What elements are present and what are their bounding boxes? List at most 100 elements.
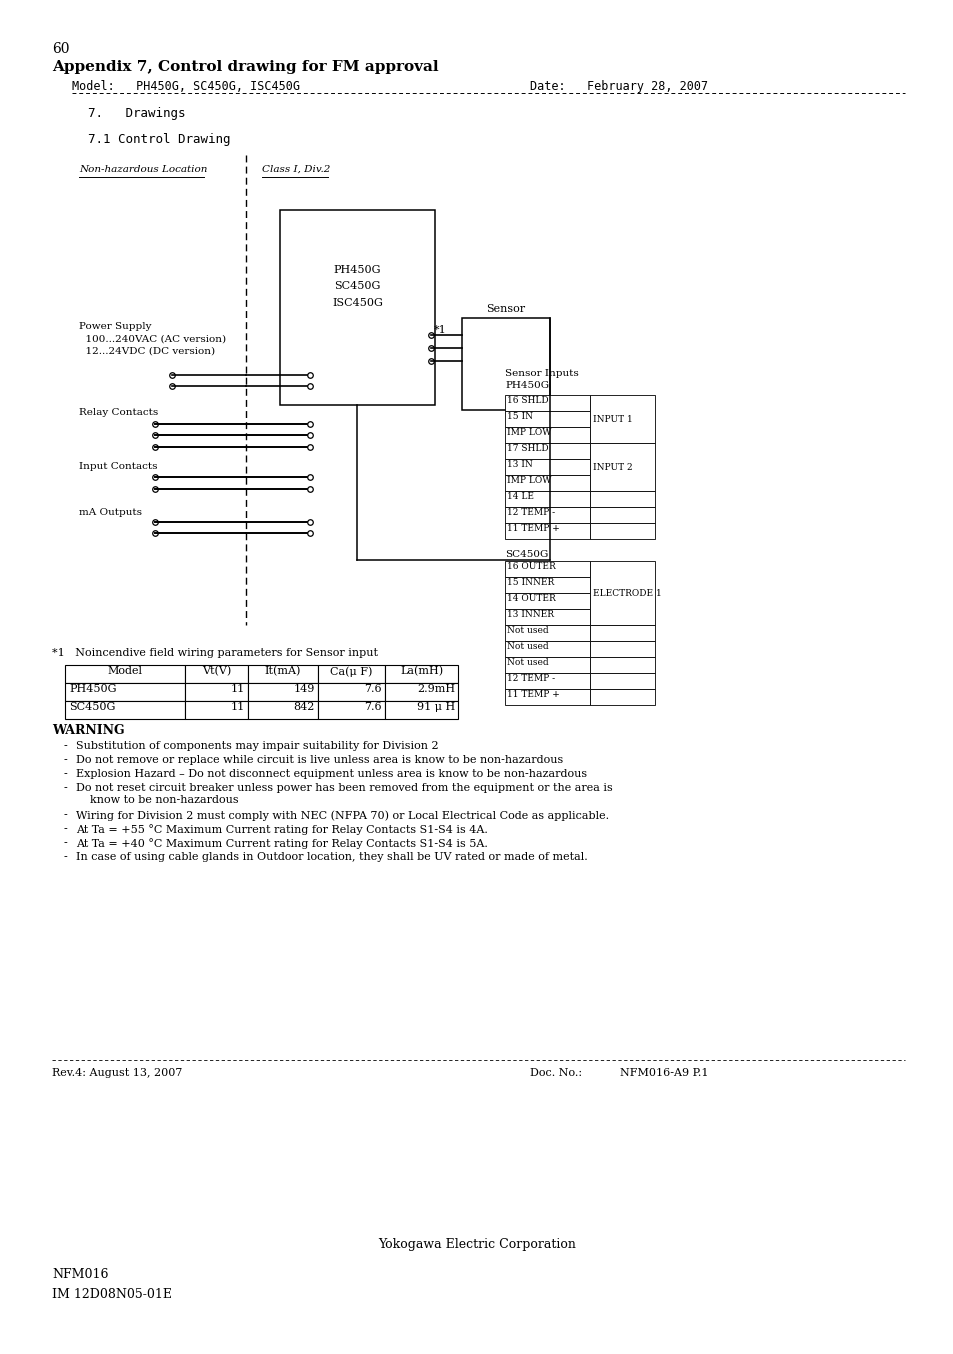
Bar [65,665,185,682]
Text: IM 12D08N05-01E: IM 12D08N05-01E [52,1288,172,1301]
Text: -: - [64,769,68,779]
Text: -: - [64,783,68,793]
Text: IMP LOW: IMP LOW [506,477,551,485]
Bar [504,561,589,577]
Text: *1   Noincendive field wiring parameters for Sensor input: *1 Noincendive field wiring parameters f… [52,649,377,658]
Text: Non-hazardous Location: Non-hazardous Location [79,165,207,175]
Bar [185,701,248,719]
Bar [317,701,385,719]
Bar [248,682,317,701]
Bar [504,673,589,689]
Text: 842: 842 [294,701,314,712]
Bar [504,492,589,506]
Bar [589,657,655,673]
Text: Do not remove or replace while circuit is live unless area is know to be non-haz: Do not remove or replace while circuit i… [76,756,562,765]
Text: PH450G
SC450G
ISC450G: PH450G SC450G ISC450G [332,265,382,307]
Bar [504,443,589,459]
Bar [385,701,457,719]
Text: 7.6: 7.6 [364,684,381,695]
Bar [504,427,589,443]
Text: 11: 11 [231,684,245,695]
Text: Explosion Hazard – Do not disconnect equipment unless area is know to be non-haz: Explosion Hazard – Do not disconnect equ… [76,769,586,779]
Text: La(mH): La(mH) [399,666,442,676]
Text: -: - [64,838,68,848]
Bar [589,640,655,657]
Text: At Ta = +55 °C Maximum Current rating for Relay Contacts S1-S4 is 4A.: At Ta = +55 °C Maximum Current rating fo… [76,825,487,835]
Bar [504,577,589,593]
Bar [504,506,589,523]
Text: Model: Model [108,666,142,676]
Text: -: - [64,756,68,765]
Text: Sensor: Sensor [486,305,525,314]
Text: ELECTRODE 1: ELECTRODE 1 [593,589,661,597]
Text: In case of using cable glands in Outdoor location, they shall be UV rated or mad: In case of using cable glands in Outdoor… [76,852,587,862]
Text: Do not reset circuit breaker unless power has been removed from the equipment or: Do not reset circuit breaker unless powe… [76,783,612,804]
Bar [504,609,589,626]
Text: SC450G: SC450G [69,701,115,712]
Bar [589,523,655,539]
Text: It(mA): It(mA) [265,666,301,676]
Bar [504,475,589,492]
Text: Model:   PH450G, SC450G, ISC450G: Model: PH450G, SC450G, ISC450G [71,80,299,93]
Bar [504,626,589,640]
Text: 60: 60 [52,42,70,56]
Text: 13 IN: 13 IN [506,460,532,468]
Bar [317,682,385,701]
Text: mA Outputs: mA Outputs [79,508,142,517]
Text: 16 SHLD: 16 SHLD [506,395,548,405]
Text: Wiring for Division 2 must comply with NEC (NFPA 70) or Local Electrical Code as: Wiring for Division 2 must comply with N… [76,810,608,821]
Text: 2.9mH: 2.9mH [416,684,455,695]
Text: Date:   February 28, 2007: Date: February 28, 2007 [530,80,707,93]
Bar [461,318,550,410]
Text: Rev.4: August 13, 2007: Rev.4: August 13, 2007 [52,1068,182,1078]
Bar [504,523,589,539]
Bar [504,412,589,427]
Text: IMP LOW: IMP LOW [506,428,551,437]
Text: 12 TEMP -: 12 TEMP - [506,508,555,517]
Text: Not used: Not used [506,658,548,668]
Text: PH450G: PH450G [69,684,116,695]
Text: 7.6: 7.6 [364,701,381,712]
Text: PH450G: PH450G [504,380,549,390]
Text: NFM016: NFM016 [52,1267,109,1281]
Text: Doc. No.:: Doc. No.: [530,1068,581,1078]
Text: -: - [64,810,68,821]
Text: INPUT 2: INPUT 2 [593,463,632,471]
Bar [385,682,457,701]
Bar [504,459,589,475]
Text: 15 IN: 15 IN [506,412,533,421]
Text: Not used: Not used [506,642,548,651]
Bar [504,657,589,673]
Text: 14 LE: 14 LE [506,492,534,501]
Bar [504,640,589,657]
Bar [589,395,655,443]
Bar [589,506,655,523]
Bar [589,561,655,626]
Bar [589,492,655,506]
Text: SC450G: SC450G [504,550,548,559]
Bar [248,701,317,719]
Bar [504,395,589,412]
Bar [185,665,248,682]
Bar [248,665,317,682]
Text: WARNING: WARNING [52,724,125,737]
Text: 17 SHLD: 17 SHLD [506,444,548,454]
Text: Power Supply
  100...240VAC (AC version)
  12...24VDC (DC version): Power Supply 100...240VAC (AC version) 1… [79,322,226,356]
Text: 7.   Drawings: 7. Drawings [88,107,185,121]
Text: Sensor Inputs: Sensor Inputs [504,370,578,378]
Text: 7.1 Control Drawing: 7.1 Control Drawing [88,133,231,146]
Text: Not used: Not used [506,626,548,635]
Bar [280,210,435,405]
Text: *1: *1 [434,325,446,334]
Bar [589,443,655,492]
Text: -: - [64,852,68,862]
Bar [317,665,385,682]
Bar [504,689,589,705]
Text: -: - [64,741,68,751]
Text: Class I, Div.2: Class I, Div.2 [262,165,330,175]
Text: 91 μ H: 91 μ H [416,701,455,712]
Bar [589,673,655,689]
Text: 12 TEMP -: 12 TEMP - [506,674,555,682]
Text: At Ta = +40 °C Maximum Current rating for Relay Contacts S1-S4 is 5A.: At Ta = +40 °C Maximum Current rating fo… [76,838,487,849]
Text: Substitution of components may impair suitability for Division 2: Substitution of components may impair su… [76,741,438,751]
